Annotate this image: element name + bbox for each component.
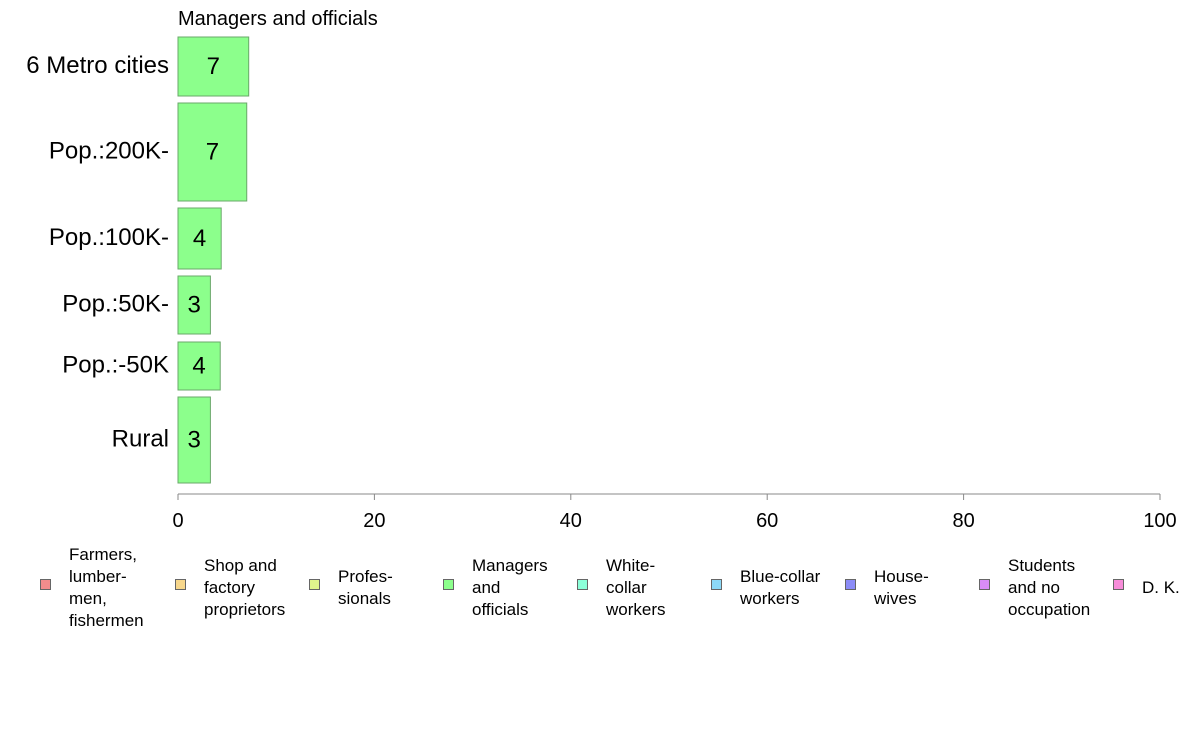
legend-swatch [577,579,588,590]
bar-value-label: 3 [188,426,201,453]
legend-item: Profes- sionals [309,566,393,610]
legend-label: Profes- sionals [338,567,393,608]
category-label: Pop.:100K- [49,224,169,251]
legend-item: Shop and factory proprietors [175,555,285,621]
legend-label: Managers and officials [472,556,548,619]
category-label: Pop.:200K- [49,137,169,164]
legend-swatch [40,579,51,590]
legend-swatch [443,579,454,590]
bar-0 [177,36,250,97]
legend-swatch [711,579,722,590]
legend-label: House- wives [874,567,929,608]
legend-item: Students and no occupation [979,555,1090,621]
legend-swatch [309,579,320,590]
bar-1 [177,102,248,202]
bar-value-label: 3 [188,291,201,318]
chart-title: Managers and officials [178,8,378,30]
legend-swatch [979,579,990,590]
legend-label: Farmers, lumber- men, fishermen [69,545,144,630]
category-label: Pop.:50K- [62,290,169,317]
x-tick-label: 20 [363,510,385,532]
legend-swatch [845,579,856,590]
legend-label: Students and no occupation [1008,556,1091,619]
bar-value-label: 4 [192,352,205,379]
legend-item: Blue-collar workers [711,566,820,610]
category-label: 6 Metro cities [26,52,169,79]
legend-swatch [175,579,186,590]
bar-value-label: 7 [206,138,219,165]
bar-chart: Managers and officials 6 Metro cities 7 Po… [26,8,1177,532]
legend-item: House- wives [845,566,929,610]
bar-3 [177,275,211,335]
category-label: Pop.:-50K [62,351,169,378]
x-tick-label: 80 [952,510,974,532]
x-axis: 0 20 40 60 80 100 [172,493,1177,532]
x-tick-label: 100 [1143,510,1176,532]
legend-label: Shop and factory proprietors [204,556,286,619]
legend-item: Farmers, lumber- men, fishermen [40,544,144,632]
bar-value-label: 4 [193,225,206,252]
bar-5 [177,396,211,484]
x-tick-label: 0 [172,510,183,532]
bar-2 [177,207,222,270]
legend-swatch [1113,579,1124,590]
x-tick-label: 40 [560,510,582,532]
legend-item: Managers and officials [443,555,548,621]
legend: Farmers, lumber- men, fishermen Shop and … [0,544,1188,654]
bars-group: 6 Metro cities 7 Pop.:200K- 7 Pop.:100K- 4 Pop… [26,36,250,484]
legend-item: D. K. [1113,577,1180,599]
legend-label: D. K. [1142,578,1180,597]
legend-label: Blue-collar workers [740,567,821,608]
category-label: Rural [112,425,169,452]
bar-value-label: 7 [207,53,220,80]
x-tick-label: 60 [756,510,778,532]
bar-4 [177,341,221,391]
legend-item: White- collar workers [577,555,666,621]
legend-label: White- collar workers [606,556,666,619]
